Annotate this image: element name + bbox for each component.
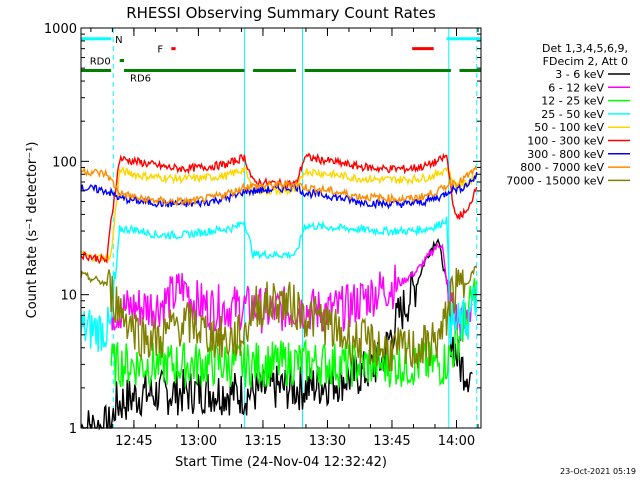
x-tick-label: 13:45 — [373, 434, 410, 449]
generation-timestamp: 23-Oct-2021 05:19 — [560, 467, 636, 476]
x-tick-label: 14:00 — [438, 434, 475, 449]
flag-label-rd0: RD0 — [90, 57, 111, 68]
y-tick-label: 1 — [69, 422, 77, 437]
legend-label: 800 - 7000 keV — [520, 161, 604, 174]
series-line-8 — [80, 265, 478, 372]
flag-bars: N F RD0 RD6 — [81, 35, 481, 85]
legend-header-line-1: Det 1,3,4,5,6,9, — [542, 42, 628, 55]
y-tick-label: 100 — [52, 155, 77, 170]
plot-frame — [80, 27, 482, 429]
legend-label: 300 - 800 keV — [527, 148, 604, 161]
legend-label: 100 - 300 keV — [527, 135, 604, 148]
flag-label-f: F — [157, 45, 163, 56]
series-line-3 — [80, 216, 478, 352]
x-tick-label: 13:00 — [180, 434, 217, 449]
legend-label: 25 - 50 keV — [541, 108, 604, 121]
series-line-2 — [110, 278, 478, 388]
legend-label: 12 - 25 keV — [541, 95, 604, 108]
x-tick-label: 13:15 — [244, 434, 281, 449]
legend: Det 1,3,4,5,6,9, FDecim 2, Att 0 3 - 6 k… — [506, 42, 630, 187]
y-tick-label: 10 — [60, 289, 77, 304]
flag-label-n: N — [115, 35, 122, 46]
x-axis-label: Start Time (24-Nov-04 12:32:42) — [175, 455, 387, 470]
legend-label: 50 - 100 keV — [534, 121, 604, 134]
x-tick-label: 13:30 — [309, 434, 346, 449]
series-layer — [80, 152, 478, 431]
series-line-0 — [80, 238, 473, 431]
chart-title: RHESSI Observing Summary Count Rates — [126, 4, 436, 22]
y-axis-label: Count Rate (s⁻¹ detector⁻¹) — [25, 142, 40, 319]
legend-header-line-2: FDecim 2, Att 0 — [543, 55, 628, 68]
x-tick-label: 12:45 — [115, 434, 152, 449]
legend-label: 6 - 12 keV — [548, 81, 604, 94]
legend-label: 7000 - 15000 keV — [506, 174, 604, 187]
series-line-7 — [80, 165, 478, 207]
plot-area — [81, 28, 481, 428]
y-tick-label: 1000 — [44, 22, 77, 37]
legend-label: 3 - 6 keV — [555, 68, 604, 81]
flag-label-rd6: RD6 — [130, 74, 151, 85]
axes: 12:45 13:00 13:15 13:30 13:45 14:00 1 10 100 1000 — [44, 22, 481, 449]
